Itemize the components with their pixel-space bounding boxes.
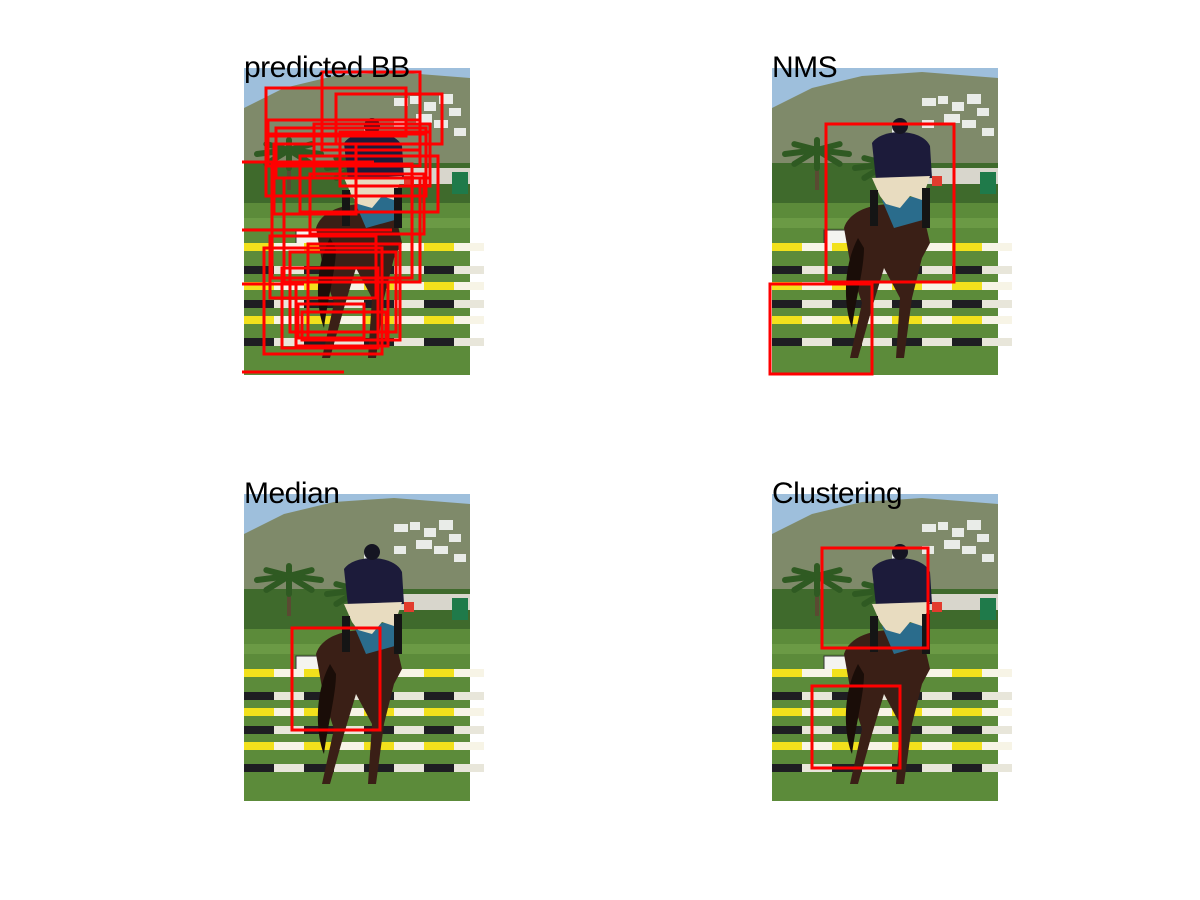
house (938, 522, 948, 530)
house (977, 108, 989, 116)
house (449, 108, 461, 116)
house (439, 520, 453, 530)
house (454, 554, 466, 562)
house (424, 528, 436, 537)
panel-title: Clustering (772, 477, 903, 510)
house (424, 102, 436, 111)
rider-boot (342, 616, 350, 652)
horse (844, 630, 930, 784)
palm-tree (782, 137, 852, 190)
house (962, 546, 976, 554)
predicted-bbox (298, 154, 440, 214)
house (982, 128, 994, 136)
green-sign (452, 172, 468, 194)
panel-nms: NMS (768, 53, 1012, 376)
rider-breeches (344, 176, 402, 208)
red-sign (932, 176, 942, 186)
rider-breeches (872, 176, 930, 208)
house (944, 540, 960, 549)
rider-boot (394, 188, 402, 228)
jump-rail (244, 764, 484, 772)
predicted-bbox (264, 132, 428, 198)
predicted-bbox (288, 250, 398, 334)
house (449, 534, 461, 542)
rider-boot (870, 190, 878, 226)
house (454, 128, 466, 136)
rider-breeches (872, 602, 930, 634)
green-sign (980, 172, 996, 194)
median-boxes (290, 626, 382, 732)
clustering-bbox (810, 684, 902, 770)
predicted-bbox (262, 246, 384, 356)
house (434, 546, 448, 554)
house (416, 540, 432, 549)
clustering-boxes (810, 546, 930, 770)
rider-helmet (892, 118, 908, 134)
green-sign (452, 598, 468, 620)
rider-jacket (344, 558, 404, 606)
predicted-bbox (296, 302, 366, 340)
house (952, 102, 964, 111)
predicted-bbox (280, 266, 380, 350)
house (977, 534, 989, 542)
nms-bbox (824, 122, 956, 284)
panel-title: Median (244, 477, 340, 510)
green-sign (980, 598, 996, 620)
house (944, 114, 960, 123)
rider-jacket (872, 132, 932, 180)
panel-predicted-bb: predicted BB (242, 53, 484, 375)
house (394, 98, 408, 106)
house (416, 114, 432, 123)
red-sign (404, 602, 414, 612)
house (962, 120, 976, 128)
nms-boxes (768, 122, 956, 376)
panel-title: predicted BB (244, 51, 410, 84)
house (922, 98, 936, 106)
predicted-bbox (308, 172, 426, 236)
red-sign (932, 602, 942, 612)
house (952, 528, 964, 537)
rider-helmet (364, 544, 380, 560)
horse-jump-photo (244, 494, 484, 801)
house (394, 524, 408, 532)
rider-boot (922, 614, 930, 654)
house (967, 94, 981, 104)
horse (844, 204, 930, 358)
predicted-bbox (270, 162, 414, 280)
predicted-boxes (242, 70, 444, 374)
palm-tree (254, 563, 324, 616)
median-bbox (290, 626, 382, 732)
rider-boot (342, 190, 350, 226)
predicted-bbox (266, 118, 422, 168)
predicted-bbox (294, 280, 390, 348)
rider-helmet (364, 118, 380, 134)
house (922, 524, 936, 532)
panel-clustering: Clustering (772, 479, 1012, 801)
house (410, 522, 420, 530)
predicted-bbox (300, 310, 388, 342)
panel-title: NMS (772, 51, 838, 84)
jump-rail (772, 338, 1012, 346)
house (982, 554, 994, 562)
red-sign (404, 176, 414, 186)
rider-boot (394, 614, 402, 654)
rider-jacket (872, 558, 932, 606)
rider-boot (870, 616, 878, 652)
rider-boot (922, 188, 930, 228)
house (938, 96, 948, 104)
house (967, 520, 981, 530)
panel-median: Median (244, 479, 484, 801)
house (439, 94, 453, 104)
nms-bbox (768, 282, 874, 376)
predicted-bbox (320, 70, 422, 152)
predicted-bbox (338, 130, 432, 188)
clustering-bbox (820, 546, 930, 650)
house (410, 96, 420, 104)
house (394, 546, 406, 554)
rider-breeches (344, 602, 402, 634)
